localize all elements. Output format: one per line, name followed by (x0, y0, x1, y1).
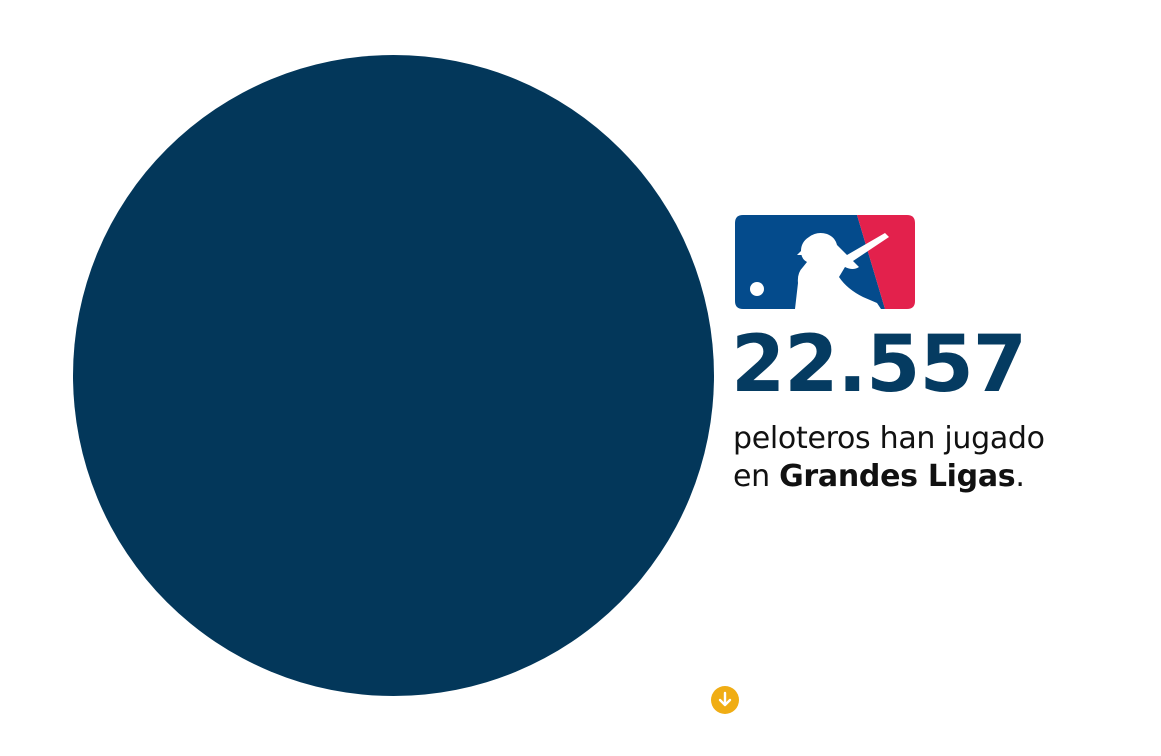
large-circle-graphic (73, 55, 714, 696)
scroll-down-button[interactable] (711, 686, 739, 714)
caption-line-1: peloteros han jugado (733, 421, 1045, 456)
caption-suffix: . (1015, 459, 1025, 494)
caption-bold: Grandes Ligas (779, 459, 1016, 494)
mlb-logo-icon (735, 215, 915, 309)
mlb-logo (735, 215, 915, 309)
caption-prefix: en (733, 459, 780, 494)
caption-line-2: en Grandes Ligas. (733, 458, 1153, 496)
player-count-stat: 22.557 (731, 320, 1027, 410)
arrow-down-icon (718, 691, 732, 707)
caption-text: peloteros han jugado en Grandes Ligas. (733, 420, 1153, 496)
